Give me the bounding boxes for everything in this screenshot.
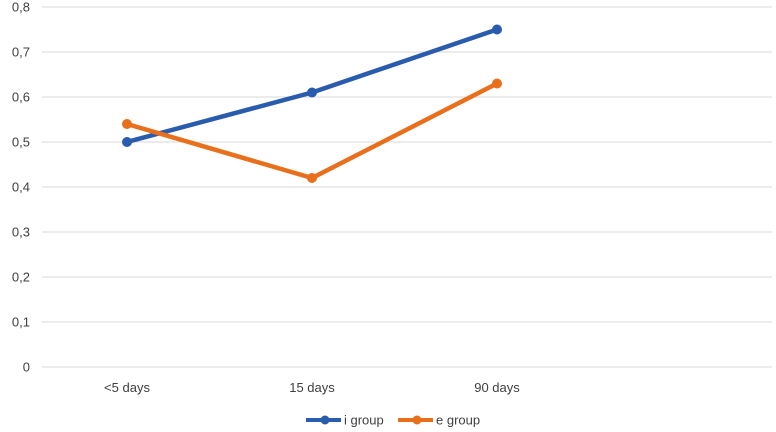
y-tick-label: 0,2 <box>12 270 30 285</box>
data-point-marker-e-group <box>122 119 132 129</box>
data-point-marker-e-group <box>492 78 502 89</box>
data-point-marker-e-group <box>307 173 317 183</box>
data-point-marker-i-group <box>122 137 132 147</box>
legend-key-marker-i-group <box>320 415 330 425</box>
legend-key-marker-e-group <box>412 415 422 425</box>
y-tick-label: 0,7 <box>12 45 30 60</box>
x-tick-label: <5 days <box>104 380 150 395</box>
y-tick-label: 0,3 <box>12 225 30 240</box>
y-tick-label: 0 <box>23 360 30 375</box>
y-tick-label: 0,1 <box>12 315 30 330</box>
data-point-marker-i-group <box>307 87 317 98</box>
series-line-e-group <box>124 81 500 181</box>
x-tick-label: 15 days <box>289 380 335 395</box>
y-tick-label: 0,5 <box>12 135 30 150</box>
y-tick-label: 0,8 <box>12 0 30 15</box>
y-tick-label: 0,6 <box>12 90 30 105</box>
y-tick-label: 0,4 <box>12 180 30 195</box>
data-point-marker-i-group <box>492 24 502 35</box>
x-tick-label: 90 days <box>474 380 520 395</box>
legend-label-i-group: i group <box>344 413 384 428</box>
series-line-i-group <box>124 27 500 145</box>
legend-label-e-group: e group <box>436 413 480 428</box>
